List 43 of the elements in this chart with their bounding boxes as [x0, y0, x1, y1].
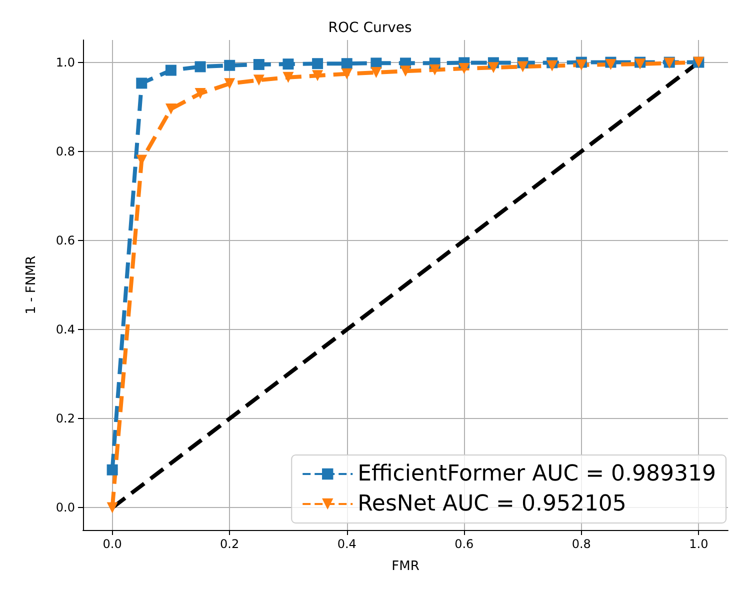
y-tick-label: 0.0 [56, 500, 75, 515]
point [136, 78, 148, 89]
point [253, 59, 264, 70]
x-tick-label: 0.6 [454, 537, 474, 551]
x-tick-label: 1.0 [689, 537, 708, 551]
point [282, 72, 294, 83]
point [194, 88, 206, 99]
point [458, 63, 470, 74]
point [106, 502, 118, 514]
point [165, 64, 176, 76]
y-axis-title: 1 - FNMR [24, 256, 39, 314]
y-tick-label: 1.0 [56, 55, 75, 70]
x-axis-title: FMR [392, 559, 420, 574]
x-tick-label: 0.8 [572, 537, 591, 551]
y-tick-label: 0.6 [56, 233, 75, 248]
chart-title: ROC Curves [328, 20, 412, 36]
point [282, 58, 294, 70]
x-tick-label: 0.2 [220, 537, 240, 551]
x-tick-label: 0.4 [337, 537, 356, 551]
point [429, 64, 440, 76]
point [576, 59, 587, 70]
point [253, 74, 264, 86]
point [106, 464, 118, 476]
point [194, 61, 206, 72]
point [546, 60, 558, 72]
point [488, 62, 499, 74]
point [312, 58, 324, 70]
y-tick-label: 0.8 [56, 144, 75, 158]
point [341, 68, 352, 80]
point [165, 104, 176, 115]
point [312, 70, 324, 82]
point [605, 59, 616, 70]
point [517, 61, 528, 72]
legend-label: EfficientFormer AUC = 0.989319 [358, 462, 716, 486]
point [370, 67, 382, 78]
legend-label: ResNet AUC = 0.952105 [358, 492, 626, 516]
point [341, 58, 352, 70]
y-tick-label: 0.4 [56, 322, 75, 337]
point [224, 60, 236, 71]
point [400, 66, 411, 77]
y-tick-label: 0.2 [56, 412, 75, 426]
point [224, 78, 236, 90]
x-tick-label: 0.0 [102, 537, 122, 551]
